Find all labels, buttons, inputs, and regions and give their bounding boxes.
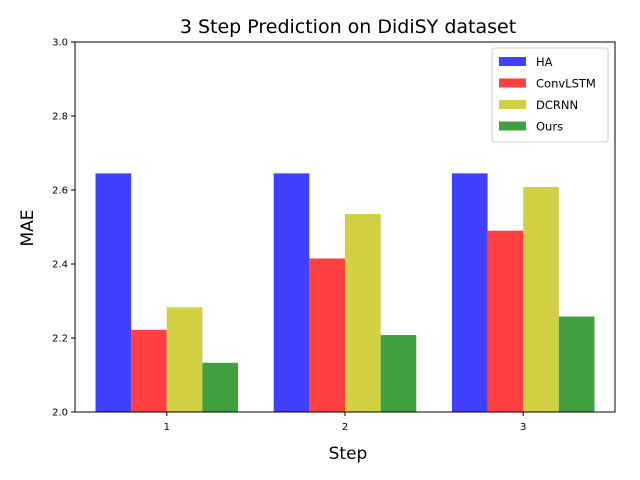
x-axis-ticks: 1 2 3 (164, 412, 526, 433)
bar-convlstm-step-3 (487, 230, 524, 412)
legend-label-ours: Ours (536, 120, 563, 134)
bar-ha-step-2 (273, 173, 310, 412)
y-tick-label: 2.4 (52, 260, 68, 271)
legend-swatch-dcrnn (499, 100, 526, 109)
bar-ours-step-2 (380, 335, 417, 412)
y-axis-title: MAE (18, 209, 38, 246)
plot-frame (74, 41, 616, 413)
bar-convlstm-step-1 (131, 329, 167, 412)
legend-label-convlstm: ConvLSTM (536, 77, 596, 91)
chart-title: 3 Step Prediction on DidiSY dataset (180, 16, 516, 38)
bar-ha-step-3 (451, 173, 488, 412)
y-tick-label: 2.0 (52, 408, 68, 419)
x-tick-label: 3 (520, 422, 526, 433)
legend-label-ha: HA (536, 55, 553, 69)
bar-dcrnn-step-1 (166, 307, 203, 412)
bar-ha-step-1 (95, 173, 132, 412)
bar-dcrnn-step-2 (345, 214, 381, 412)
legend-box (491, 47, 609, 143)
y-tick-label: 2.6 (52, 186, 68, 197)
bar-convlstm-step-2 (309, 258, 345, 412)
bars-group (95, 173, 595, 412)
y-axis-ticks: 2.0 2.2 2.4 2.6 2.8 3.0 (52, 38, 75, 419)
legend-swatch-ha (499, 57, 526, 66)
legend-label-dcrnn: DCRNN (536, 98, 578, 112)
x-axis-title: Step (329, 444, 368, 464)
y-tick-label: 3.0 (52, 38, 68, 49)
x-tick-label: 2 (342, 422, 348, 433)
legend-swatch-convlstm (499, 78, 526, 88)
x-tick-label: 1 (164, 422, 170, 433)
y-tick-label: 2.2 (52, 334, 68, 345)
bar-ours-step-3 (558, 316, 595, 412)
legend: HA ConvLSTM DCRNN Ours (491, 47, 609, 143)
bar-ours-step-1 (202, 362, 239, 412)
legend-swatch-ours (499, 121, 526, 131)
y-tick-label: 2.8 (52, 112, 68, 123)
bar-dcrnn-step-3 (523, 187, 559, 412)
